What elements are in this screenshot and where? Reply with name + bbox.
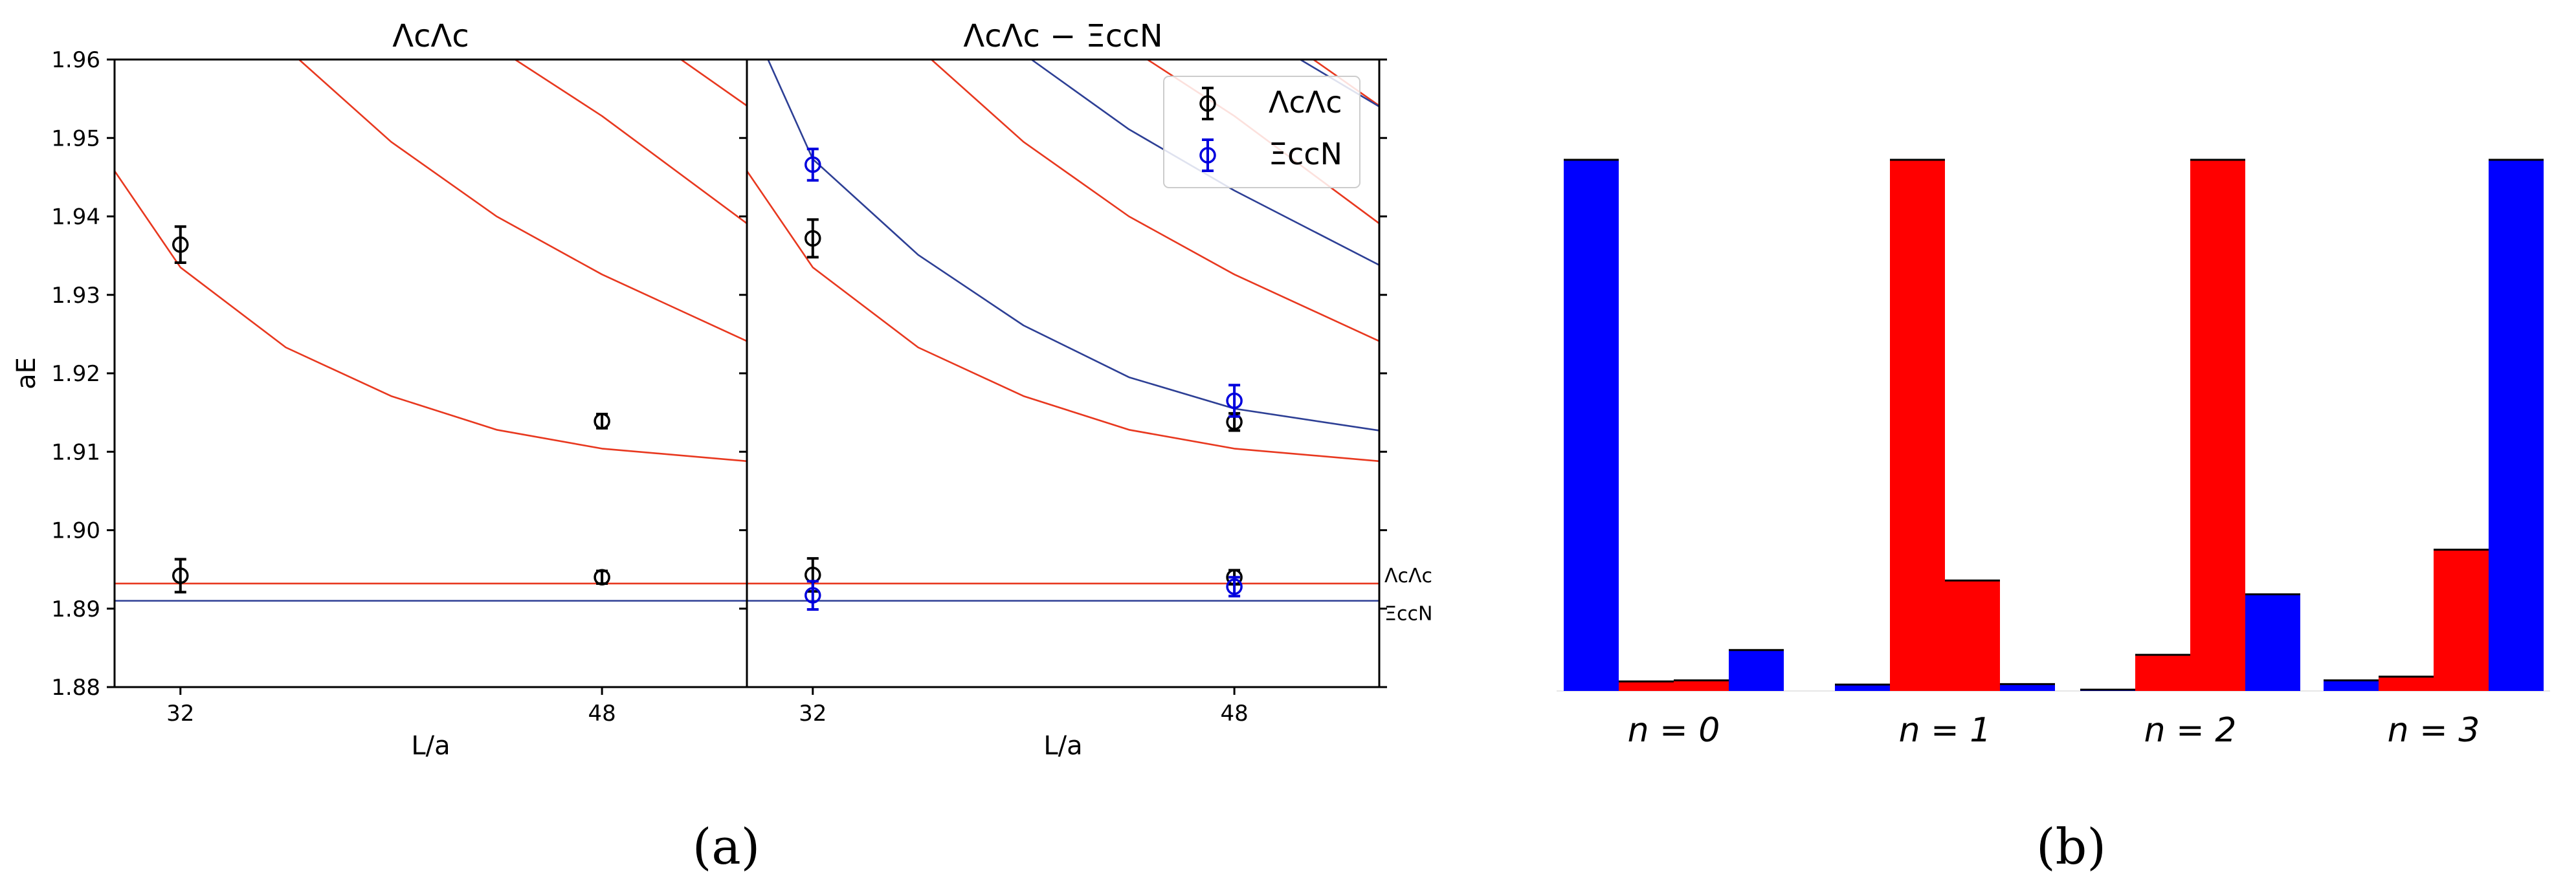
scatter-panel-right: 32 48 L/a ΛcΛc − ΞccN ΛcΛc ΞccN ΛcΛc ΞccN: [739, 18, 1432, 761]
data-point-right-0-0: [805, 218, 821, 259]
x-tick-label-left-0: 32: [166, 701, 194, 727]
bar-0-0: [1564, 160, 1619, 691]
energy-curve-right-0: [747, 170, 1379, 463]
bar-3-0: [2324, 680, 2379, 691]
energy-curve-left-3: [680, 60, 747, 107]
plot-area-left: [115, 60, 747, 602]
marker: [594, 413, 610, 430]
bar-group-label-3: n = 3: [2388, 711, 2480, 750]
overlap-bar-panel: n = 0 n = 1 n = 2 n = 3: [1557, 159, 2550, 750]
bar-1-2: [1945, 580, 2000, 691]
bar-2-3: [2245, 594, 2300, 691]
data-point-right-1-2: [1226, 384, 1243, 418]
bar-3-3: [2489, 160, 2544, 691]
data-point-right-1-1: [805, 580, 821, 611]
panel-b-caption: (b): [2036, 818, 2106, 875]
x-axis-label-right: L/a: [1043, 731, 1082, 761]
legend-marker: [1199, 147, 1216, 164]
y-tick-label-2: 1.90: [51, 518, 100, 544]
legend-label-0: ΛcΛc: [1269, 85, 1342, 120]
scatter-panel-left: 1.88 1.89 1.90 1.91 1.92 1.93 1.94 1.95 1.96 32 48…: [12, 18, 748, 761]
bar-group-3: n = 3: [2324, 159, 2544, 750]
threshold-label-0: ΛcΛc: [1384, 565, 1432, 587]
bar-0-2: [1674, 680, 1729, 691]
panel-title-left: ΛcΛc: [392, 18, 469, 54]
x-axis-label-left: L/a: [411, 731, 450, 761]
y-tick-label-1: 1.89: [51, 597, 100, 622]
energy-curve-left-0: [115, 170, 747, 463]
bar-1-0: [1835, 684, 1890, 691]
y-tick-label-7: 1.95: [51, 126, 100, 151]
bar-group-1: n = 1: [1835, 159, 2055, 750]
y-tick-label-0: 1.88: [51, 675, 100, 701]
x-tick-label-right-1: 48: [1220, 701, 1248, 727]
bar-group-0: n = 0: [1564, 159, 1784, 750]
marker: [594, 569, 610, 586]
data-point-right-1-3: [1226, 576, 1243, 598]
bar-2-1: [2135, 655, 2190, 691]
bar-group-2: n = 2: [2080, 159, 2300, 750]
y-tick-label-5: 1.93: [51, 283, 100, 309]
bar-0-3: [1729, 650, 1784, 691]
data-point-left-0-2: [594, 413, 610, 430]
marker: [805, 156, 821, 173]
energy-curve-left-1: [298, 60, 747, 342]
marker: [172, 567, 189, 584]
data-point-left-0-1: [172, 558, 189, 594]
data-point-left-0-3: [594, 569, 610, 586]
x-tick-label-left-1: 48: [588, 701, 616, 727]
bar-1-3: [2000, 684, 2055, 691]
bar-3-2: [2434, 549, 2489, 691]
legend-marker: [1199, 95, 1216, 112]
energy-curve-left-2: [515, 60, 747, 224]
legend-label-1: ΞccN: [1269, 137, 1342, 171]
bar-group-label-1: n = 1: [1899, 711, 1992, 750]
x-tick-label-right-0: 32: [799, 701, 827, 727]
panel-a-caption: (a): [693, 818, 761, 875]
y-tick-label-4: 1.92: [51, 361, 100, 387]
energy-curve-right-1: [931, 60, 1379, 342]
data-point-right-1-0: [805, 148, 821, 182]
marker: [172, 236, 189, 253]
y-tick-label-6: 1.94: [51, 204, 100, 230]
marker: [805, 230, 821, 247]
bar-0-1: [1619, 681, 1674, 691]
bar-1-1: [1890, 160, 1945, 691]
marker: [805, 587, 821, 604]
bar-2-2: [2190, 160, 2245, 691]
threshold-label-1: ΞccN: [1384, 603, 1432, 626]
bar-group-label-0: n = 0: [1628, 711, 1720, 750]
legend: ΛcΛc ΞccN: [1163, 76, 1360, 188]
data-point-left-0-0: [172, 225, 189, 265]
bar-3-1: [2379, 676, 2434, 691]
marker: [1226, 392, 1243, 410]
bar-group-label-2: n = 2: [2144, 711, 2237, 750]
y-tick-label-8: 1.96: [51, 47, 100, 73]
marker: [1226, 578, 1243, 595]
y-tick-label-3: 1.91: [51, 439, 100, 465]
panel-title-right: ΛcΛc − ΞccN: [963, 18, 1162, 54]
y-axis-label: aE: [12, 357, 41, 389]
